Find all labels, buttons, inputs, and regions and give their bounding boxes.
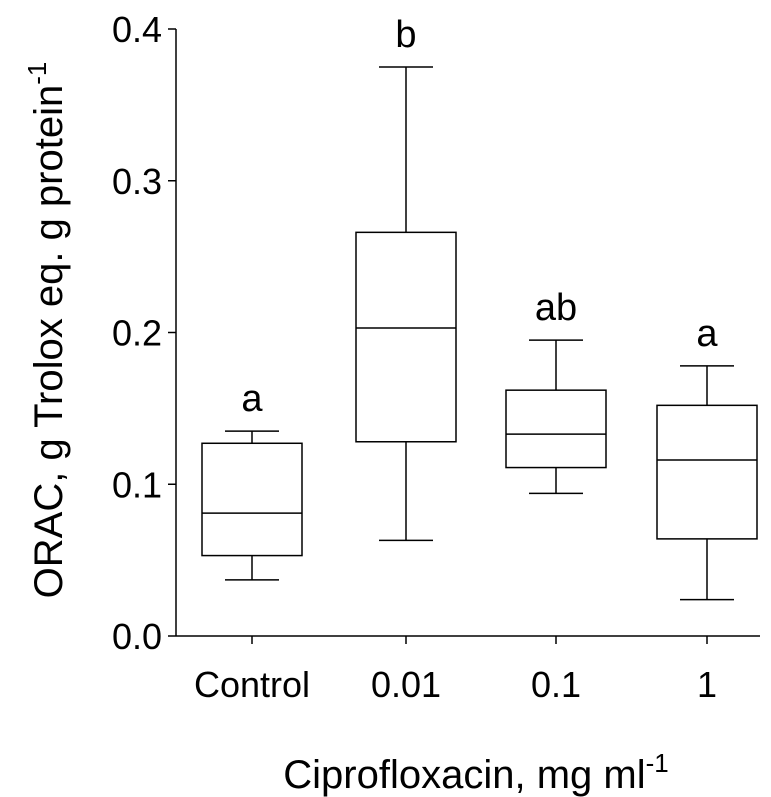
y-tick-label: 0.2	[112, 313, 162, 354]
box-plot-group: ab	[505, 287, 607, 495]
y-axis-title: ORAC, g Trolox eq. g protein-1	[22, 62, 71, 599]
interquartile-box	[355, 231, 457, 443]
x-axis-title-text: Ciprofloxacin, mg ml	[283, 753, 645, 797]
box-plot-group: a	[201, 378, 303, 581]
x-axis-title: Ciprofloxacin, mg ml-1	[283, 748, 668, 797]
significance-label: b	[395, 14, 416, 56]
significance-label: a	[241, 378, 263, 420]
y-axis-title-text: ORAC, g Trolox eq. g protein	[27, 85, 71, 599]
box-plot-group: a	[656, 313, 758, 601]
x-axis: Control 0.01 0.1 1	[176, 635, 760, 705]
significance-label: ab	[535, 287, 577, 329]
y-axis-title-superscript: -1	[22, 62, 52, 85]
x-tick-label: 0.01	[371, 664, 441, 705]
x-axis-title-superscript: -1	[646, 748, 669, 778]
interquartile-box	[201, 442, 303, 557]
y-tick-label: 0.3	[112, 161, 162, 202]
interquartile-box	[656, 404, 758, 540]
interquartile-box	[505, 389, 607, 469]
x-tick-label: Control	[194, 664, 310, 705]
y-tick-label: 0.0	[112, 616, 162, 657]
y-axis: 0.0 0.1 0.2 0.3 0.4	[112, 9, 177, 657]
x-tick-label: 0.1	[531, 664, 581, 705]
y-tick-label: 0.1	[112, 464, 162, 505]
x-tick-label: 1	[697, 664, 717, 705]
significance-label: a	[696, 313, 718, 355]
y-tick-label: 0.4	[112, 9, 162, 50]
box-plot-group: b	[355, 14, 457, 542]
